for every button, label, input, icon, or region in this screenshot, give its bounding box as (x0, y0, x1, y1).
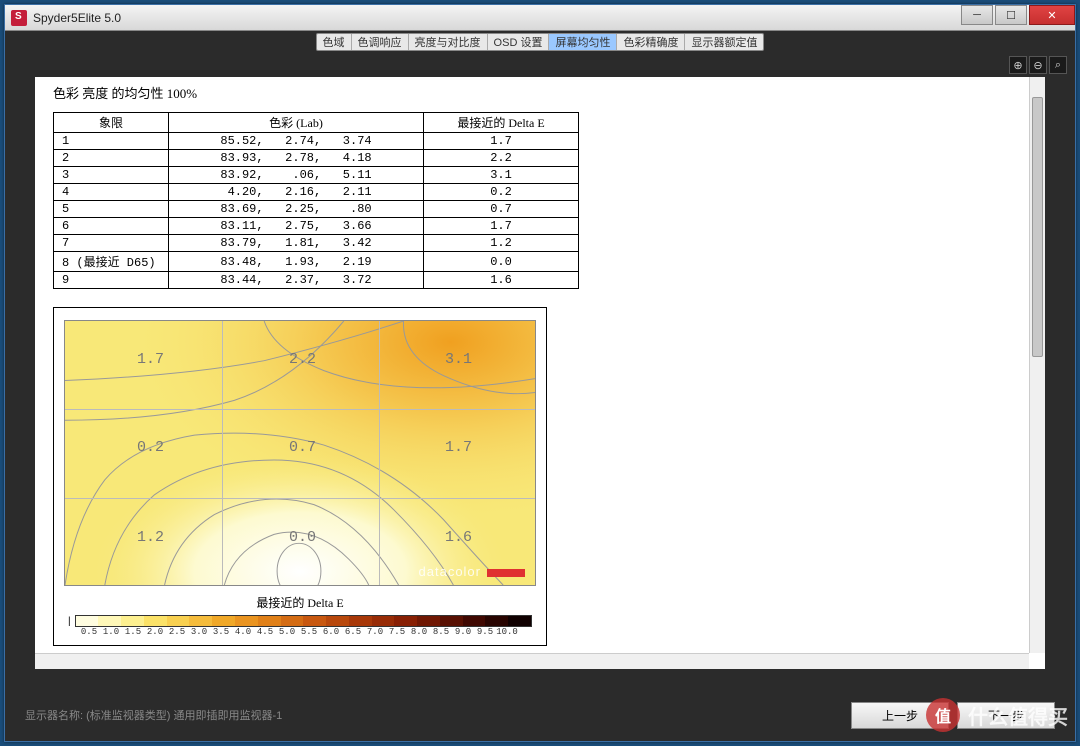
tab-4[interactable]: 屏幕均匀性 (549, 34, 617, 50)
table-row: 283.93, 2.78, 4.182.2 (54, 150, 579, 167)
next-button[interactable]: 下一步 (957, 702, 1055, 729)
heatmap-value: 3.1 (445, 351, 472, 368)
status-text: 显示器名称: (标准监视器类型) 通用即插即用监视器-1 (25, 707, 843, 723)
heatmap-value: 1.7 (137, 351, 164, 368)
heatmap-value: 0.0 (289, 529, 316, 546)
zoom-toolbar: ⊕ ⊖ ⌕ (5, 53, 1075, 77)
app-window: Spyder5Elite 5.0 ─ ☐ ✕ 色域色调响应亮度与对比度OSD 设… (4, 4, 1076, 742)
tab-0[interactable]: 色域 (317, 34, 352, 50)
tab-1[interactable]: 色调响应 (352, 34, 409, 50)
table-row: 783.79, 1.81, 3.421.2 (54, 235, 579, 252)
heatmap-value: 0.7 (289, 439, 316, 456)
heatmap-value: 1.2 (137, 529, 164, 546)
tab-3[interactable]: OSD 设置 (488, 34, 550, 50)
content-area: 色彩 亮度 的均匀性 100% 象限色彩 (Lab)最接近的 Delta E 1… (35, 77, 1045, 669)
tabs-bar: 色域色调响应亮度与对比度OSD 设置屏幕均匀性色彩精确度显示器额定值 (5, 31, 1075, 53)
heatmap-value: 1.6 (445, 529, 472, 546)
heatmap-value: 0.2 (137, 439, 164, 456)
zoom-in-icon[interactable]: ⊕ (1009, 56, 1027, 74)
close-button[interactable]: ✕ (1029, 5, 1075, 25)
heatmap-panel: datacolor 1.7 2.2 3.1 0.2 0.7 1.7 1.2 0.0 1.6 最接… (53, 307, 547, 646)
table-row: 185.52, 2.74, 3.741.7 (54, 133, 579, 150)
color-scale: | (64, 615, 536, 627)
zoom-out-icon[interactable]: ⊖ (1029, 56, 1047, 74)
scale-title: 最接近的 Delta E (64, 594, 536, 611)
uniformity-table: 象限色彩 (Lab)最接近的 Delta E 185.52, 2.74, 3.7… (53, 112, 579, 289)
tab-6[interactable]: 显示器额定值 (685, 34, 763, 50)
app-icon (11, 10, 27, 26)
titlebar: Spyder5Elite 5.0 ─ ☐ ✕ (5, 5, 1075, 31)
scrollbar-horizontal[interactable] (35, 653, 1029, 669)
table-row: 8 (最接近 D65)83.48, 1.93, 2.190.0 (54, 252, 579, 272)
tab-5[interactable]: 色彩精确度 (617, 34, 685, 50)
heatmap-value: 2.2 (289, 351, 316, 368)
scrollbar-vertical[interactable] (1029, 77, 1045, 653)
table-row: 983.44, 2.37, 3.721.6 (54, 272, 579, 289)
table-header: 最接近的 Delta E (424, 113, 579, 133)
table-row: 683.11, 2.75, 3.661.7 (54, 218, 579, 235)
footer: 显示器名称: (标准监视器类型) 通用即插即用监视器-1 上一步 下一步 (5, 689, 1075, 741)
prev-button[interactable]: 上一步 (851, 702, 949, 729)
tabs: 色域色调响应亮度与对比度OSD 设置屏幕均匀性色彩精确度显示器额定值 (316, 33, 765, 51)
heatmap: datacolor 1.7 2.2 3.1 0.2 0.7 1.7 1.2 0.0 1.6 (64, 320, 536, 586)
minimize-button[interactable]: ─ (961, 5, 993, 25)
page-title: 色彩 亮度 的均匀性 100% (35, 77, 1045, 112)
maximize-button[interactable]: ☐ (995, 5, 1027, 25)
table-row: 4 4.20, 2.16, 2.110.2 (54, 184, 579, 201)
table-row: 383.92, .06, 5.113.1 (54, 167, 579, 184)
heatmap-value: 1.7 (445, 439, 472, 456)
table-header: 色彩 (Lab) (169, 113, 424, 133)
tab-2[interactable]: 亮度与对比度 (409, 34, 488, 50)
window-controls: ─ ☐ ✕ (961, 5, 1075, 30)
table-header: 象限 (54, 113, 169, 133)
table-row: 583.69, 2.25, .800.7 (54, 201, 579, 218)
zoom-fit-icon[interactable]: ⌕ (1049, 56, 1067, 74)
brand-watermark: datacolor (419, 564, 525, 579)
window-title: Spyder5Elite 5.0 (33, 11, 961, 25)
